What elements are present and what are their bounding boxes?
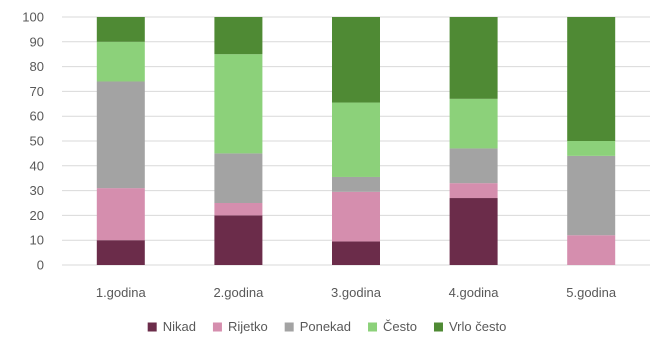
x-tick-label: 5.godina bbox=[566, 285, 617, 300]
bar-segment bbox=[214, 203, 263, 216]
bar-segment bbox=[214, 17, 263, 55]
bar-segment bbox=[96, 240, 145, 265]
legend: Nikad Rijetko Ponekad Često Vrlo često bbox=[147, 319, 506, 334]
y-tick-label: 90 bbox=[30, 34, 44, 49]
bar-segment bbox=[214, 215, 263, 265]
bar-segment bbox=[96, 81, 145, 189]
bar-segment bbox=[332, 176, 380, 192]
legend-item: Vrlo često bbox=[433, 319, 506, 334]
y-tick-label: 30 bbox=[30, 183, 44, 198]
legend-item: Ponekad bbox=[284, 319, 351, 334]
legend-label: Često bbox=[383, 319, 417, 334]
y-tick-label: 80 bbox=[30, 59, 44, 74]
legend-item: Nikad bbox=[147, 319, 196, 334]
bar-segment bbox=[96, 188, 145, 241]
x-tick-label: 3.godina bbox=[331, 285, 382, 300]
x-axis-ticks: 1.godina 2.godina 3.godina 4.godina 5.godina bbox=[96, 285, 617, 300]
legend-label: Rijetko bbox=[228, 319, 268, 334]
bar-segment bbox=[96, 41, 145, 82]
x-tick-label: 4.godina bbox=[449, 285, 500, 300]
legend-label: Ponekad bbox=[300, 319, 351, 334]
x-tick-label: 2.godina bbox=[213, 285, 264, 300]
bar-segment bbox=[96, 17, 145, 42]
bar-segment bbox=[214, 54, 263, 154]
bars bbox=[96, 17, 616, 265]
legend-swatch bbox=[433, 322, 443, 332]
bar-segment bbox=[332, 17, 380, 103]
bar-segment bbox=[567, 155, 616, 236]
bar-segment bbox=[567, 235, 616, 265]
legend-swatch bbox=[147, 322, 157, 332]
bar-segment bbox=[449, 198, 498, 265]
y-tick-label: 100 bbox=[22, 10, 44, 25]
y-tick-label: 60 bbox=[30, 109, 44, 124]
legend-item: Rijetko bbox=[212, 319, 268, 334]
y-tick-label: 10 bbox=[30, 233, 44, 248]
bar-segment bbox=[332, 102, 380, 177]
y-axis-ticks: 0 10 20 30 40 50 60 70 80 90 100 bbox=[22, 10, 44, 273]
legend-swatch bbox=[284, 322, 294, 332]
bar-segment bbox=[567, 17, 616, 141]
y-tick-label: 50 bbox=[30, 134, 44, 149]
bar-segment bbox=[449, 148, 498, 184]
legend-swatch bbox=[368, 322, 378, 332]
y-tick-label: 20 bbox=[30, 208, 44, 223]
bar-segment bbox=[449, 98, 498, 149]
legend-item: Često bbox=[368, 319, 417, 334]
y-tick-label: 40 bbox=[30, 158, 44, 173]
bar-segment bbox=[567, 141, 616, 156]
bar-segment bbox=[449, 183, 498, 199]
bar-segment bbox=[449, 17, 498, 99]
x-tick-label: 1.godina bbox=[96, 285, 147, 300]
y-tick-label: 0 bbox=[37, 258, 44, 273]
bar-segment bbox=[332, 241, 380, 265]
legend-swatch bbox=[212, 322, 222, 332]
legend-label: Nikad bbox=[163, 319, 196, 334]
bar-segment bbox=[332, 191, 380, 242]
y-tick-label: 70 bbox=[30, 84, 44, 99]
bar-segment bbox=[214, 153, 263, 203]
legend-label: Vrlo često bbox=[449, 319, 506, 334]
